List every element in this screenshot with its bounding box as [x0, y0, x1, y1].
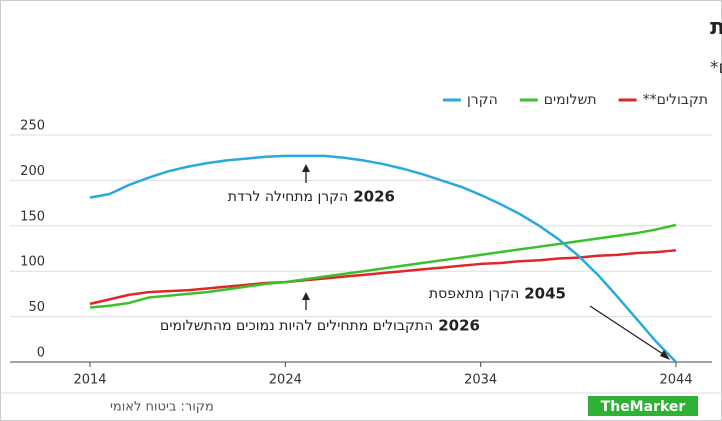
x-tick-label: 2024 — [269, 373, 302, 388]
annotation-year: 2026 — [353, 188, 395, 206]
annotation-text: הקרן מתאפסת — [429, 286, 519, 302]
y-tick-label: 0 — [37, 346, 45, 361]
annotation-text: הקרן מתחילה לרדת — [228, 189, 349, 205]
chart-subtitle: תחזית התקבולים, התשלומים והקרן של המוסד … — [710, 58, 722, 78]
source: מקור: ביטוח לאומי — [110, 400, 214, 415]
y-tick-label: 50 — [28, 300, 45, 315]
y-tick-label: 250 — [20, 119, 45, 134]
series-line — [89, 249, 677, 306]
legend-label: תשלומים — [544, 92, 597, 108]
annotation-arrows — [302, 164, 670, 360]
x-tick-label: 2044 — [659, 373, 692, 388]
annotation-year: 2045 — [524, 285, 566, 303]
y-tick-label: 100 — [20, 255, 45, 270]
grid: 0 50 100 150 200 250 2014 2024 2034 2044 — [10, 119, 712, 388]
x-tick-label: 2014 — [73, 373, 106, 388]
chart-title: בעוד פחות מעשור – הקרן נופלת — [710, 15, 722, 40]
legend-label: תקבולים** — [643, 92, 708, 108]
logo: TheMarker — [601, 399, 686, 415]
y-tick-label: 200 — [20, 164, 45, 179]
series-line — [89, 223, 677, 309]
lines — [89, 154, 677, 363]
legend: תקבולים** תשלומים הקרן — [442, 92, 708, 108]
y-tick-label: 150 — [20, 209, 45, 224]
annotation-year: 2026 — [438, 317, 480, 335]
x-tick-label: 2034 — [464, 373, 497, 388]
annotation-text: התקבולים מתחילים להיות נמוכים מהתשלומים — [160, 318, 433, 334]
series-line — [89, 154, 677, 363]
logo-box — [588, 396, 698, 416]
legend-label: הקרן — [467, 92, 498, 108]
